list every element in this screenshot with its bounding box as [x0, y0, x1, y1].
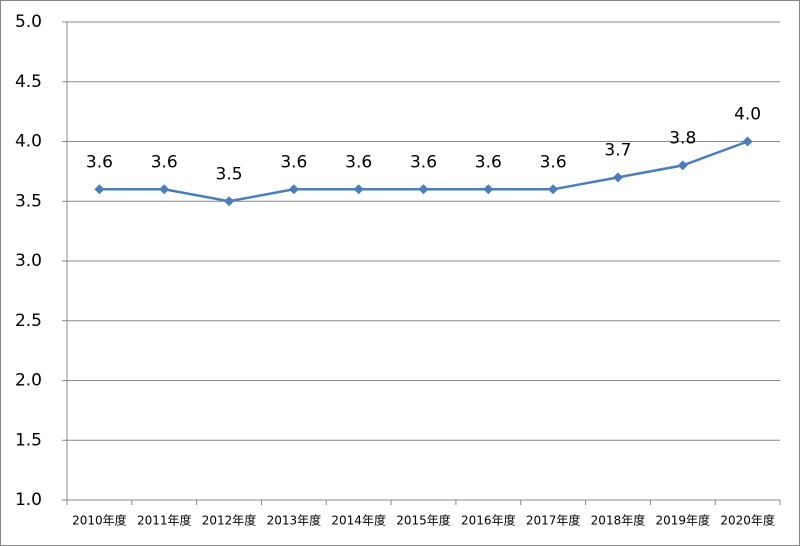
- data-label: 3.6: [540, 152, 567, 172]
- data-label: 4.0: [734, 105, 761, 125]
- y-tick-label: 2.5: [15, 311, 42, 331]
- x-tick-label: 2017年度: [526, 513, 581, 528]
- data-point: [742, 136, 753, 147]
- x-tick-label: 2018年度: [591, 513, 646, 528]
- data-label: 3.7: [604, 140, 631, 160]
- data-label: 3.6: [86, 152, 113, 172]
- y-tick-label: 4.0: [15, 132, 42, 152]
- y-tick-label: 3.0: [15, 251, 42, 271]
- x-tick-label: 2015年度: [396, 513, 451, 528]
- data-label: 3.6: [280, 152, 307, 172]
- data-point: [612, 172, 623, 183]
- data-point: [483, 184, 494, 195]
- data-label: 3.6: [345, 152, 372, 172]
- y-tick-label: 1.5: [15, 430, 42, 450]
- y-tick-label: 3.5: [15, 191, 42, 211]
- data-point: [418, 184, 429, 195]
- y-tick-label: 1.0: [15, 490, 42, 510]
- data-point: [224, 196, 235, 207]
- x-tick-label: 2014年度: [331, 513, 386, 528]
- data-label: 3.6: [475, 152, 502, 172]
- y-tick-label: 4.5: [15, 72, 42, 92]
- data-label: 3.5: [216, 164, 243, 184]
- y-tick-label: 5.0: [15, 12, 42, 32]
- data-label: 3.6: [410, 152, 437, 172]
- data-point: [677, 160, 688, 171]
- data-point: [94, 184, 105, 195]
- data-point: [353, 184, 364, 195]
- x-tick-label: 2012年度: [202, 513, 257, 528]
- data-point: [288, 184, 299, 195]
- data-label: 3.6: [151, 152, 178, 172]
- x-tick-label: 2020年度: [720, 513, 775, 528]
- x-tick-label: 2019年度: [655, 513, 710, 528]
- y-tick-label: 2.0: [15, 371, 42, 391]
- data-point: [159, 184, 170, 195]
- data-label: 3.8: [669, 128, 696, 148]
- x-tick-label: 2016年度: [461, 513, 516, 528]
- x-tick-label: 2011年度: [137, 513, 192, 528]
- x-tick-label: 2013年度: [267, 513, 322, 528]
- x-tick-label: 2010年度: [72, 513, 127, 528]
- data-point: [548, 184, 559, 195]
